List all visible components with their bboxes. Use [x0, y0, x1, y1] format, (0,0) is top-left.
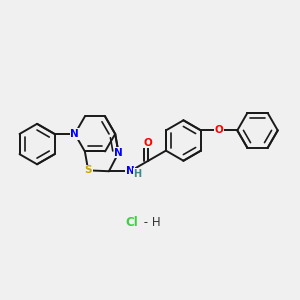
Text: Cl: Cl	[126, 216, 139, 229]
Text: N: N	[70, 129, 79, 139]
Text: S: S	[85, 165, 92, 176]
Text: O: O	[215, 125, 224, 135]
Text: N: N	[126, 166, 134, 176]
Text: - H: - H	[140, 216, 160, 229]
Text: N: N	[114, 148, 123, 158]
Text: O: O	[144, 137, 153, 148]
Text: H: H	[134, 169, 142, 178]
